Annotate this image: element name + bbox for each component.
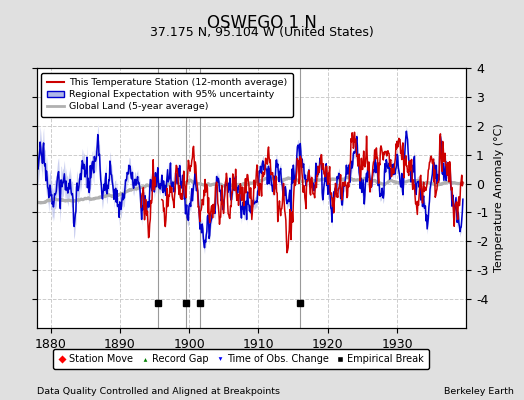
Legend: Station Move, Record Gap, Time of Obs. Change, Empirical Break: Station Move, Record Gap, Time of Obs. C… (53, 350, 429, 369)
Legend: This Temperature Station (12-month average), Regional Expectation with 95% uncer: This Temperature Station (12-month avera… (41, 73, 293, 117)
Y-axis label: Temperature Anomaly (°C): Temperature Anomaly (°C) (494, 124, 504, 272)
Text: Data Quality Controlled and Aligned at Breakpoints: Data Quality Controlled and Aligned at B… (37, 387, 280, 396)
Text: Berkeley Earth: Berkeley Earth (444, 387, 514, 396)
Text: 37.175 N, 95.104 W (United States): 37.175 N, 95.104 W (United States) (150, 26, 374, 39)
Text: OSWEGO 1 N: OSWEGO 1 N (207, 14, 317, 32)
